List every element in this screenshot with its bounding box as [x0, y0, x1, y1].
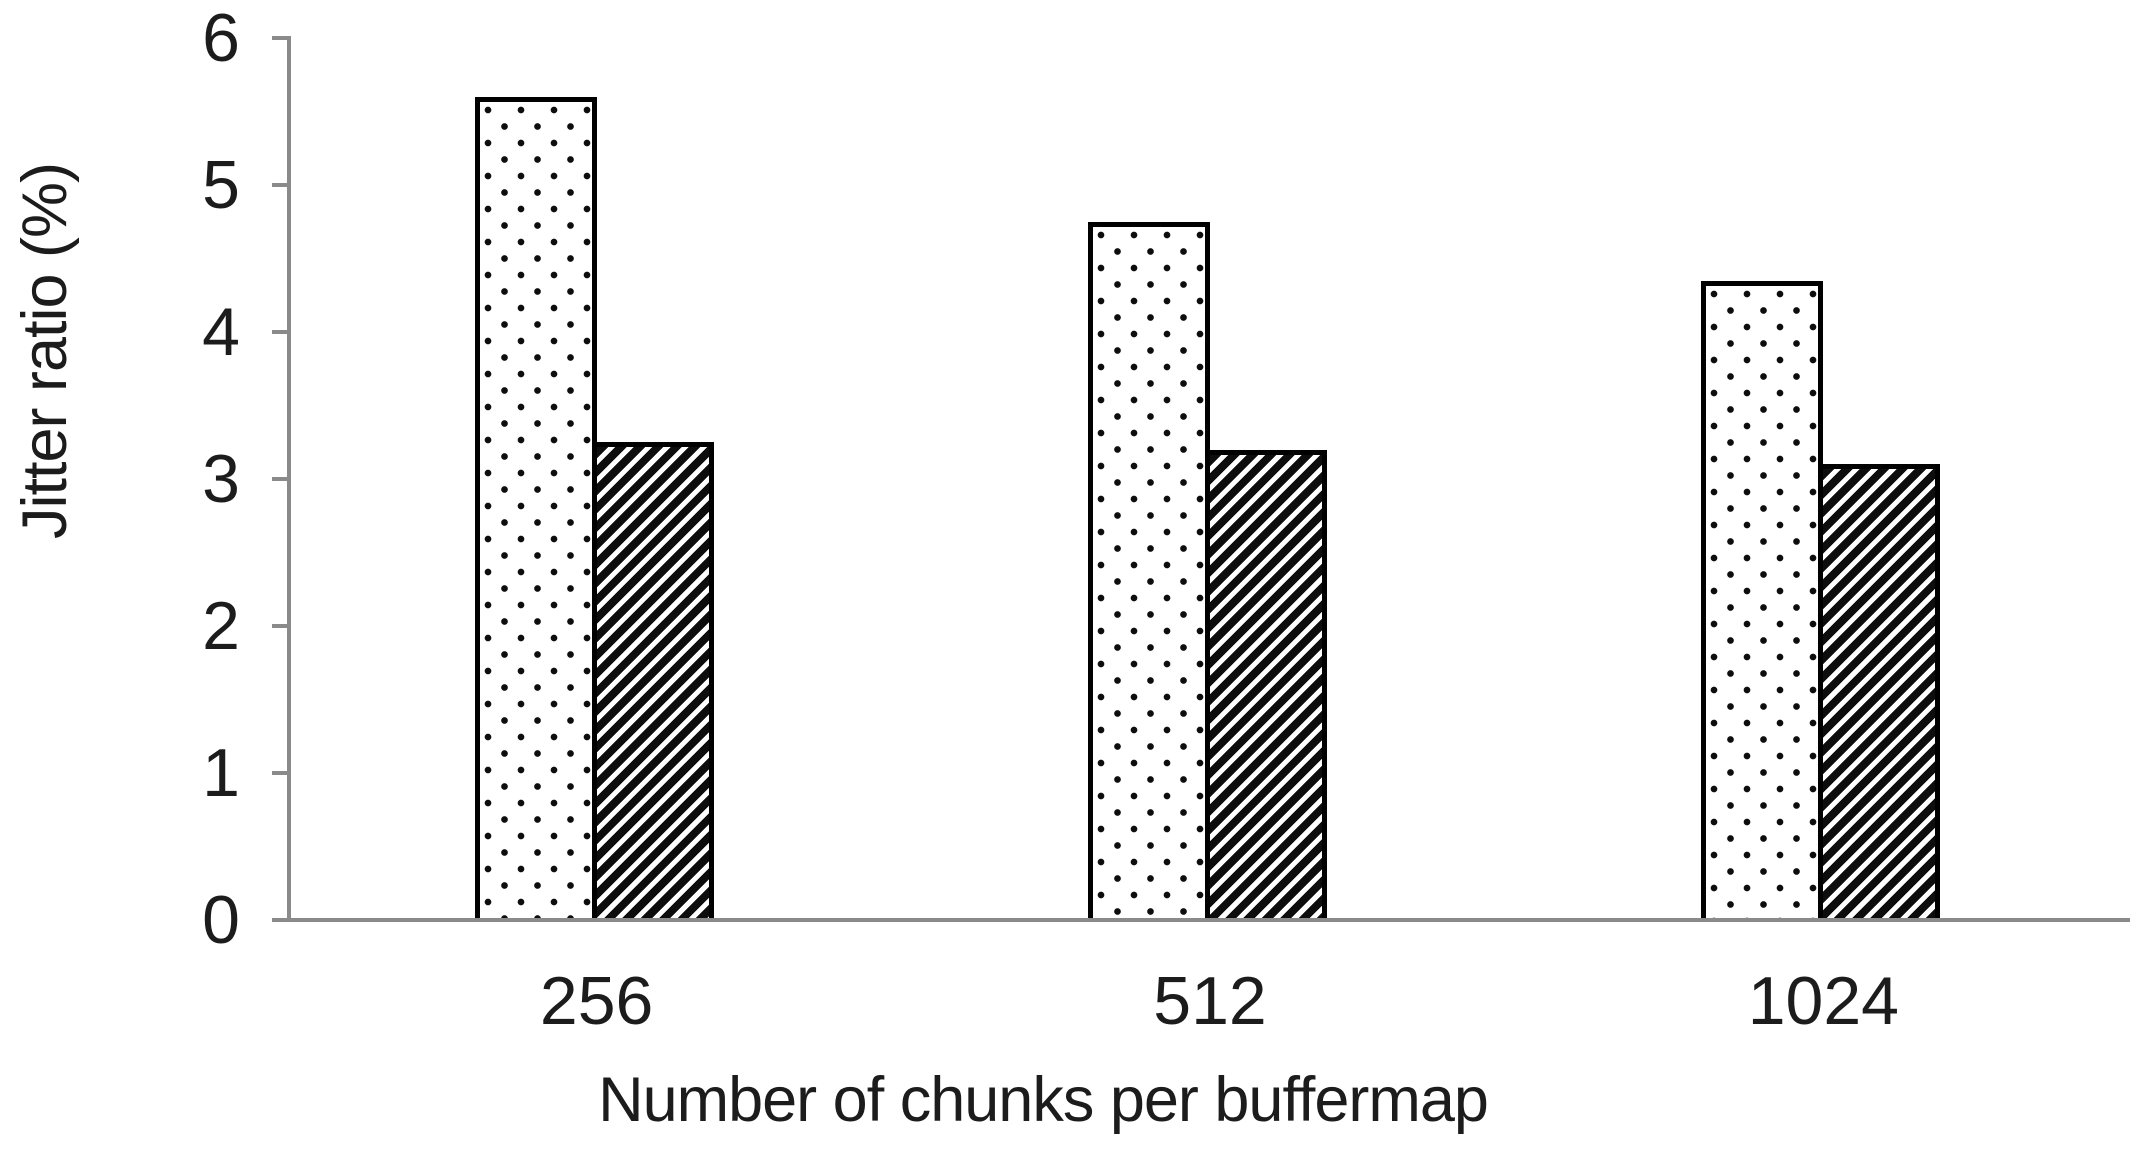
y-axis-tick-6 — [272, 36, 290, 40]
y-axis-tick-1 — [272, 771, 290, 775]
x-axis-title: Number of chunks per buffermap — [598, 1065, 1489, 1135]
y-tick-label-5: 5 — [202, 147, 240, 223]
y-axis-tick-4 — [272, 330, 290, 334]
bar-512-hatched — [1205, 449, 1327, 920]
x-tick-label-256: 256 — [539, 963, 654, 1039]
bar-256-dotted — [474, 96, 597, 920]
y-axis-tick-3 — [272, 477, 290, 481]
x-tick-label-512: 512 — [1153, 963, 1267, 1039]
y-tick-label-6: 6 — [202, 0, 240, 76]
y-axis-tick-5 — [272, 183, 290, 187]
bar-256-hatched — [591, 442, 714, 920]
y-tick-label-2: 2 — [202, 588, 240, 664]
y-tick-label-0: 0 — [202, 882, 240, 958]
y-tick-label-1: 1 — [202, 735, 240, 811]
x-tick-label-1024: 1024 — [1747, 963, 1899, 1039]
bar-1024-hatched — [1818, 464, 1941, 920]
bar-512-dotted — [1088, 221, 1210, 920]
x-axis-line — [272, 918, 2130, 922]
y-axis-tick-0 — [272, 918, 290, 922]
y-tick-label-3: 3 — [202, 441, 240, 517]
bar-1024-dotted — [1701, 280, 1824, 920]
y-tick-label-4: 4 — [202, 294, 240, 370]
y-axis-tick-2 — [272, 624, 290, 628]
